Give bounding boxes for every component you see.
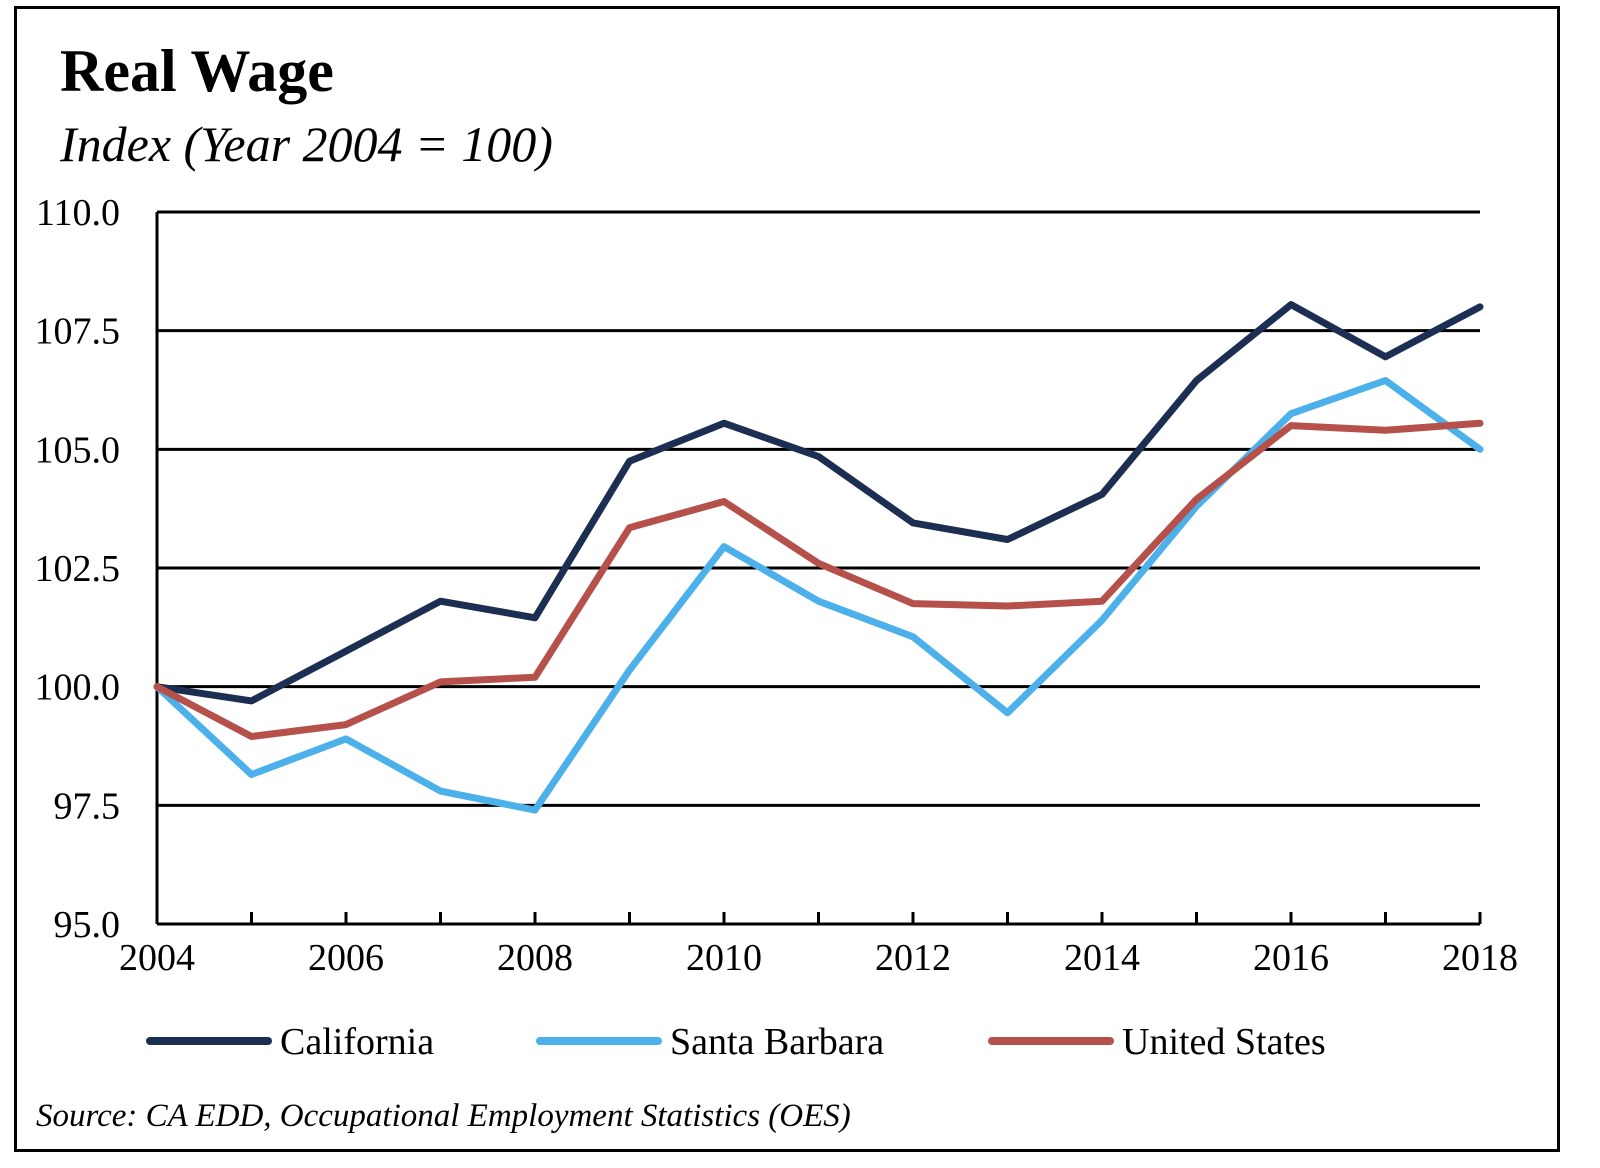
y-tick-label: 105.0: [35, 429, 121, 471]
x-tick-label: 2012: [875, 937, 951, 979]
y-tick-label: 102.5: [35, 548, 121, 590]
series-line-united-states: [153, 419, 1484, 740]
x-tick-label: 2014: [1064, 937, 1140, 979]
chart-frame: [14, 6, 1560, 1152]
series-line-santa-barbara: [153, 377, 1484, 814]
x-tick-label: 2008: [497, 937, 573, 979]
x-tick-label: 2004: [119, 937, 195, 979]
y-tick-label: 100.0: [35, 667, 121, 709]
x-tick-label: 2006: [308, 937, 384, 979]
legend-label-united-states: United States: [1122, 1021, 1326, 1063]
chart-title: Real Wage: [60, 38, 334, 104]
legend-label-santa-barbara: Santa Barbara: [670, 1021, 884, 1063]
x-tick-label: 2018: [1442, 937, 1518, 979]
y-tick-label: 95.0: [54, 904, 121, 946]
series-line-california: [153, 301, 1484, 705]
y-tick-label: 110.0: [36, 192, 120, 234]
y-tick-label: 107.5: [35, 311, 121, 353]
x-tick-label: 2010: [686, 937, 762, 979]
y-tick-label: 97.5: [54, 785, 121, 827]
x-tick-label: 2016: [1253, 937, 1329, 979]
source-note: Source: CA EDD, Occupational Employment …: [36, 1098, 851, 1134]
legend-label-california: California: [280, 1021, 434, 1063]
chart-subtitle: Index (Year 2004 = 100): [60, 116, 553, 172]
